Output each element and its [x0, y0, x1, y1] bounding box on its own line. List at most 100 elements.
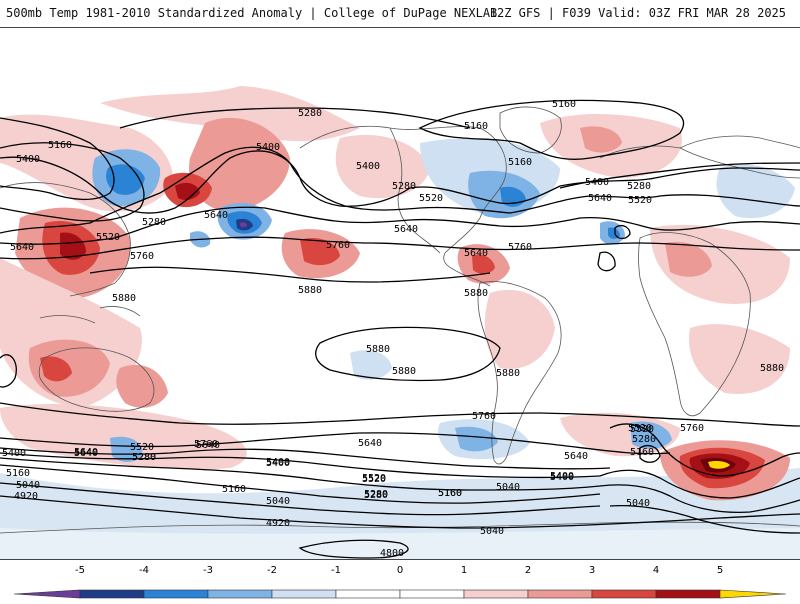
contour-4920-s [0, 495, 800, 529]
contour-ring-3 [597, 251, 616, 272]
coastline [679, 135, 800, 149]
contour-label: 5640 [358, 438, 382, 449]
contour-5280 [0, 142, 145, 222]
colorbar-swatch [655, 589, 721, 599]
contour-label: 5400 [585, 177, 609, 188]
contour-label: 5280 [298, 108, 322, 119]
colorbar: -5 -4 -3 -2 -1 0 1 2 3 4 5 [0, 560, 800, 600]
anomaly-region [100, 86, 360, 142]
colorbar-arrow-low [13, 589, 81, 599]
contour-label: 4920 [266, 518, 290, 529]
anomaly-map: 5160 5280 5160 5160 5400 5160 5400 5400 … [0, 86, 800, 559]
contour-5040-sa [609, 504, 800, 534]
contour-label: 5280 [627, 181, 651, 192]
contour-5280-s [0, 457, 601, 491]
contour-label: 5520 [419, 193, 443, 204]
contour-label: 5280 [364, 490, 388, 501]
model-run-info: 12Z GFS | F039 Valid: 03Z FRI MAR 28 202… [489, 6, 786, 20]
contour-label: 5640 [464, 248, 488, 259]
colorbar-arrow-high [719, 589, 787, 599]
contour-label: 5160 [552, 99, 576, 110]
anomaly-region [0, 403, 247, 470]
contour-label: 5040 [266, 496, 290, 507]
contour-label: 5880 [366, 344, 390, 355]
contour-label: 5400 [16, 154, 40, 165]
colorbar-swatch [399, 589, 465, 599]
contour-label: 5040 [496, 482, 520, 493]
contour-label: 5160 [6, 468, 30, 479]
colorbar-swatch [335, 589, 401, 599]
tick-label: 0 [397, 565, 403, 576]
anomaly-region [455, 426, 498, 452]
contour-label: 5400 [550, 472, 574, 483]
contour-label: 5160 [48, 140, 72, 151]
contour-5280-n [119, 107, 471, 129]
contour-label: 5880 [496, 368, 520, 379]
anomaly-region [116, 364, 168, 408]
contour-label: 5760 [680, 423, 704, 434]
contour-label: 5880 [298, 285, 322, 296]
coastline [39, 315, 96, 324]
contour-label: 5160 [464, 121, 488, 132]
contour-label: 4920 [14, 491, 38, 502]
contour-label: 5160 [438, 488, 462, 499]
contour-5760-s [0, 402, 800, 427]
colorbar-swatch [79, 589, 145, 599]
coastline [638, 232, 751, 417]
tick-label: -5 [75, 565, 85, 576]
contour-label: 5520 [628, 195, 652, 206]
contour-label: 5760 [130, 251, 154, 262]
contour-label: 5400 [2, 448, 26, 459]
contour-5640 [0, 206, 800, 245]
contour-label: 5640 [394, 224, 418, 235]
contour-label: 5880 [760, 363, 784, 374]
contour-5520-sa [609, 423, 800, 477]
tick-label: 1 [461, 565, 467, 576]
contour-label: 5640 [10, 242, 34, 253]
contour-5400-sa [599, 469, 800, 499]
contour-label: 5520 [130, 442, 154, 453]
contour-5280-sa [599, 484, 800, 514]
contour-labels: 5160 5280 5160 5160 5400 5160 5400 5400 … [2, 99, 784, 559]
anomaly-shading [0, 86, 800, 559]
anomaly-region [335, 134, 430, 199]
contour-label: 5520 [96, 232, 120, 243]
contour-label: 5400 [266, 458, 290, 469]
contour-label: 5880 [464, 288, 488, 299]
tick-label: -2 [267, 565, 277, 576]
anomaly-region [40, 356, 72, 382]
contour-label: 5160 [630, 447, 654, 458]
anomaly-region [350, 350, 392, 380]
contour-4800-s [298, 539, 409, 559]
contour-label: 5640 [588, 193, 612, 204]
anomaly-region [484, 289, 555, 369]
coastline [599, 145, 800, 179]
coastline [477, 281, 562, 465]
colorbar-swatch [207, 589, 273, 599]
anomaly-region [189, 117, 290, 213]
height-contours [0, 99, 800, 559]
contour-ring-1 [639, 445, 661, 463]
contour-label: 5760 [472, 411, 496, 422]
map-title: 500mb Temp 1981-2010 Standardized Anomal… [6, 6, 498, 20]
contour-5520 [0, 146, 800, 234]
contour-label: 5880 [112, 293, 136, 304]
contour-5400-e [559, 167, 800, 187]
contour-5880-s [315, 326, 501, 382]
colorbar-swatch [271, 589, 337, 599]
anomaly-region [175, 182, 200, 201]
contour-5160 [418, 99, 685, 160]
contour-label: 5400 [356, 161, 380, 172]
contour-label: 5640 [74, 447, 98, 458]
contour-label: 5760 [194, 439, 218, 450]
tick-label: 5 [717, 565, 723, 576]
tick-label: -4 [139, 565, 149, 576]
contour-label: 5040 [626, 498, 650, 509]
coastline [38, 347, 155, 412]
contour-5400-s [0, 452, 601, 479]
colorbar-ticks: -5 -4 -3 -2 -1 0 1 2 3 4 5 [75, 565, 723, 576]
contour-label: 5280 [132, 452, 156, 463]
anomaly-region [300, 237, 340, 266]
anomaly-region [472, 254, 495, 274]
contour-5880 [89, 266, 491, 283]
